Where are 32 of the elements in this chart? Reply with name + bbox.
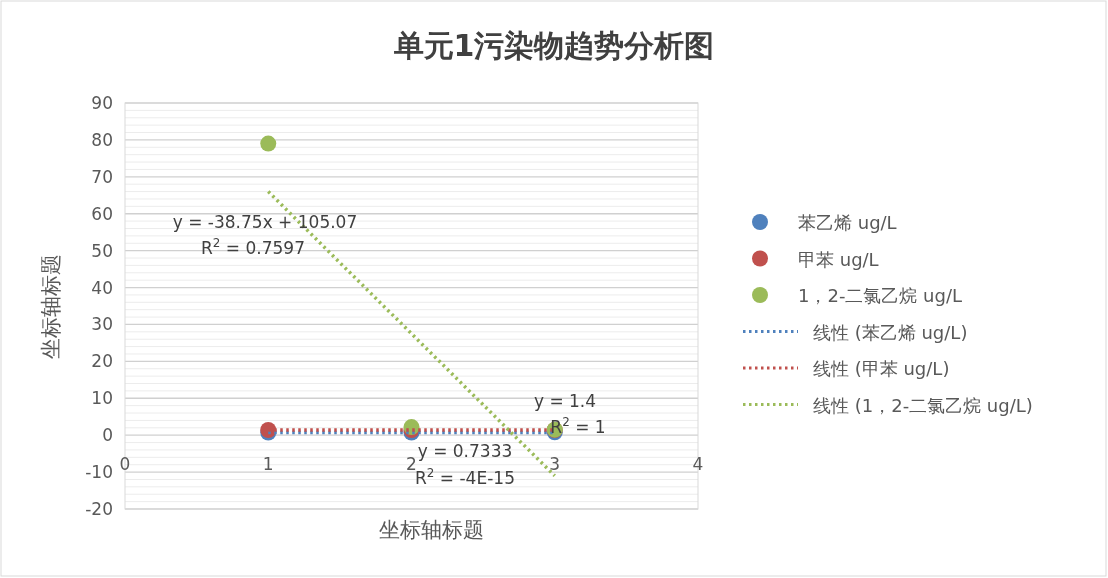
y-tick-label: -10	[85, 462, 113, 483]
y-tick-label: 80	[91, 129, 113, 150]
y-axis-title: 坐标轴标题	[39, 253, 63, 359]
y-tick-label: 20	[91, 351, 113, 372]
y-tick-label: -20	[85, 499, 113, 519]
annotation: y = -38.75x + 105.07	[172, 212, 358, 232]
x-axis-title: 坐标轴标题	[379, 518, 484, 542]
legend-label: 甲苯 ug/L	[798, 248, 879, 270]
x-tick-label: 3	[549, 454, 561, 475]
legend-label: 苯乙烯 ug/L	[798, 212, 897, 233]
annotation: y = 1.4	[533, 391, 597, 411]
legend-label: 1，2-二氯乙烷 ug/L	[798, 285, 963, 306]
y-tick-label: 10	[91, 388, 113, 409]
y-tick-label: 90	[91, 93, 113, 113]
legend-label: 线性 (1，2-二氯乙烷 ug/L)	[813, 394, 1033, 416]
x-tick-label: 2	[406, 454, 417, 475]
chart-title: 单元1污染物趋势分析图	[392, 28, 715, 63]
legend-label: 线性 (甲苯 ug/L)	[813, 358, 950, 379]
y-tick-label: 60	[91, 203, 113, 224]
x-tick-label: 1	[262, 454, 274, 475]
x-tick-label: 4	[692, 454, 704, 475]
y-tick-label: 0	[102, 425, 113, 446]
y-tick-label: 70	[91, 166, 113, 187]
x-tick-label: 0	[119, 454, 131, 475]
annotation: R$^{2}$ = -4E-15	[415, 466, 515, 488]
y-tick-label: 40	[91, 277, 113, 298]
legend-label: 线性 (苯乙烯 ug/L)	[813, 321, 968, 343]
annotation: y = 0.7333	[417, 441, 513, 461]
y-tick-label: 50	[91, 240, 113, 261]
annotation: R$^{2}$ = 0.7597	[201, 236, 305, 258]
y-tick-label: 30	[91, 314, 113, 335]
annotation: R$^{2}$ = 1	[550, 415, 606, 437]
